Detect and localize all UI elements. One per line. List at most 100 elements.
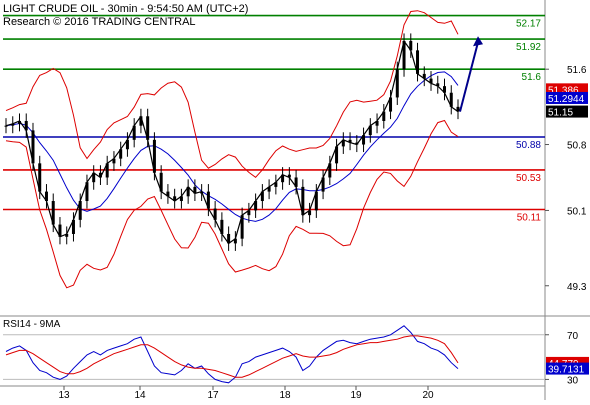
price-candle-body <box>254 201 258 211</box>
price-candle-body <box>139 116 143 126</box>
price-candle-body <box>92 172 96 183</box>
price-candle-body <box>11 123 15 126</box>
x-tick-label: 18 <box>279 390 291 400</box>
rsi-value-tag <box>546 362 589 375</box>
price-candle-body <box>213 208 217 220</box>
level-label: 50.88 <box>516 140 541 151</box>
level-label: 51.6 <box>522 72 542 83</box>
price-candle-body <box>112 158 116 164</box>
chart-title: LIGHT CRUDE OIL - 30min - 9:54:50 AM (UT… <box>3 3 249 15</box>
price-candle-body <box>443 86 447 93</box>
x-tick-label: 20 <box>422 390 434 400</box>
price-candle-body <box>65 233 69 237</box>
price-candle-body <box>287 174 291 178</box>
rsi-value-tag-label: 39.7131 <box>548 365 585 376</box>
price-candle-body <box>119 149 123 159</box>
price-candle-body <box>416 50 420 74</box>
y-tick-label: 50.8 <box>567 141 587 152</box>
x-tick-label: 14 <box>134 390 146 400</box>
price-candle-body <box>294 177 298 187</box>
price-candle-body <box>233 238 237 244</box>
price-candle-body <box>166 191 170 197</box>
price-candle-body <box>348 139 352 143</box>
price-candle-body <box>240 215 244 239</box>
price-candle-body <box>179 196 183 202</box>
bollinger-lower <box>5 119 459 289</box>
price-candle-body <box>31 130 35 164</box>
price-candle-body <box>281 174 285 183</box>
rsi-y-tick-label: 30 <box>567 375 579 386</box>
price-tag-label: 51.15 <box>548 108 573 119</box>
price-candle-body <box>17 120 21 124</box>
price-tag-label: 51.2944 <box>548 94 585 105</box>
price-candle-body <box>382 111 386 121</box>
projection-arrowhead <box>473 36 483 47</box>
price-candle-body <box>146 116 150 140</box>
level-label: 50.53 <box>516 173 541 184</box>
price-candle-body <box>247 210 251 216</box>
price-candle-body <box>314 191 318 211</box>
rsi-title: RSI14 - 9MA <box>3 319 61 330</box>
price-candle-body <box>328 163 332 178</box>
price-candle-body <box>193 186 197 194</box>
price-candle-body <box>260 191 264 202</box>
price-candle-body <box>44 191 48 202</box>
price-candle-body <box>429 78 433 84</box>
price-candle-body <box>422 73 426 79</box>
price-candle-body <box>227 233 231 244</box>
y-tick-label: 49.3 <box>567 282 587 293</box>
price-candle-body <box>125 139 129 150</box>
rsi-line <box>5 325 459 384</box>
price-candle-body <box>85 182 89 202</box>
price-candle-body <box>301 186 305 216</box>
price-candle-body <box>436 83 440 87</box>
level-label: 50.11 <box>517 212 542 223</box>
price-candle-body <box>368 125 372 136</box>
price-candle-body <box>206 191 210 209</box>
y-tick-label: 50.1 <box>567 206 587 217</box>
price-candle-body <box>152 139 156 173</box>
price-candle-body <box>24 120 28 131</box>
price-candle-body <box>456 106 460 112</box>
price-candle-body <box>362 135 366 145</box>
price-candle-body <box>173 196 177 202</box>
price-candle-body <box>321 177 325 192</box>
price-candle-body <box>395 69 399 98</box>
price-tag <box>546 91 588 104</box>
price-candle-body <box>51 201 55 225</box>
price-candle-body <box>105 163 109 178</box>
price-candle-body <box>341 139 345 147</box>
rsi-ma-line <box>5 335 459 378</box>
price-candle-body <box>186 186 190 197</box>
bollinger-upper <box>5 10 459 178</box>
y-tick-label: 51.6 <box>567 65 587 76</box>
price-candle-body <box>267 186 271 192</box>
projection-arrow <box>459 41 479 112</box>
price-line <box>5 39 459 245</box>
x-tick-label: 19 <box>350 390 362 400</box>
x-tick-label: 13 <box>58 390 70 400</box>
price-tag-label: 51.386 <box>548 85 579 96</box>
price-candle-body <box>308 210 312 216</box>
price-tag <box>546 105 588 118</box>
price-candle-body <box>220 219 224 234</box>
price-candle-body <box>335 146 339 164</box>
price-candle-body <box>132 125 136 140</box>
price-candle-body <box>159 172 163 192</box>
price-candle-body <box>78 201 82 220</box>
x-tick-label: 17 <box>207 390 219 400</box>
price-candle-body <box>38 163 42 192</box>
price-candle-body <box>4 125 8 127</box>
price-candle-body <box>274 182 278 187</box>
level-label: 52.17 <box>516 19 541 30</box>
price-candle-body <box>58 224 62 237</box>
price-candle-body <box>375 120 379 126</box>
price-candle-body <box>409 40 413 51</box>
price-candle-body <box>402 40 406 70</box>
price-candle-body <box>449 92 453 107</box>
level-label: 51.92 <box>516 42 541 53</box>
rsi-y-tick-label: 70 <box>567 331 579 342</box>
price-candle-body <box>71 219 75 234</box>
